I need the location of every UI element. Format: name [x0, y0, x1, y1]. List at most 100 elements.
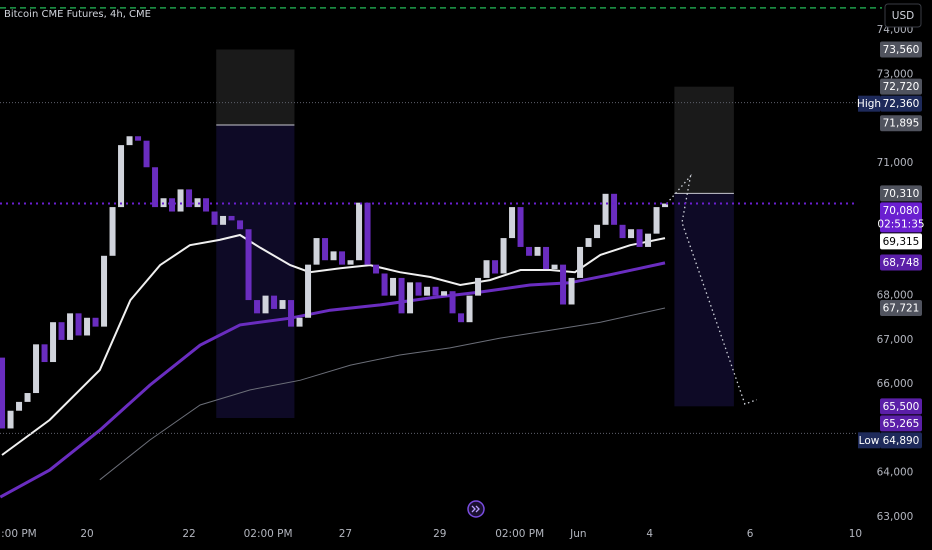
price-tag: 70,310	[880, 185, 922, 202]
candle-body	[203, 198, 210, 212]
candle-body	[220, 215, 227, 225]
candle-body	[169, 198, 176, 212]
plot-area	[0, 49, 758, 499]
candle-body	[526, 246, 533, 256]
candle-body	[364, 202, 371, 265]
candle-body	[475, 277, 482, 296]
candle-body	[101, 255, 108, 327]
price-tag-label: 73,560	[883, 44, 920, 56]
x-tick-label: 6	[747, 528, 754, 540]
price-tag-label: 64,890	[883, 435, 920, 447]
price-tag-box	[880, 299, 922, 316]
candle-body	[645, 233, 652, 247]
candle-body	[662, 203, 669, 208]
price-tag: 68,748	[880, 254, 922, 271]
price-tag-label: 67,721	[883, 302, 920, 314]
candle-body	[109, 207, 116, 256]
candle-body	[543, 246, 550, 270]
countdown-label: 02:51:35	[877, 218, 924, 230]
target-zone	[216, 49, 295, 125]
projection-path	[666, 173, 758, 405]
candle-body	[262, 295, 269, 314]
x-tick-label: 02:00 PM	[495, 528, 544, 540]
price-tag: 72,720	[880, 78, 922, 95]
candle-body	[339, 251, 346, 265]
chart-title: Bitcoin CME Futures, 4h, CME	[4, 9, 151, 20]
price-tag-label: 72,360	[883, 98, 920, 110]
candle-body	[41, 344, 48, 363]
price-tag-box	[880, 254, 922, 271]
price-tag-label: 68,748	[883, 257, 920, 269]
candle-body	[228, 215, 235, 221]
price-tag-box	[880, 432, 922, 449]
candle-body	[194, 198, 201, 208]
currency-label[interactable]: USD	[892, 10, 914, 22]
price-tag-name: High	[857, 98, 881, 110]
stop-zone	[216, 124, 295, 419]
candle-body	[177, 189, 184, 212]
y-tick-label: 73,000	[877, 68, 914, 80]
candle-body	[322, 238, 329, 261]
price-tag-name: Low	[859, 435, 880, 447]
candle-body	[407, 282, 414, 314]
candle-body	[24, 393, 31, 402]
moving-average	[99, 307, 666, 481]
candle-body	[611, 193, 618, 225]
price-tag-box	[880, 41, 922, 58]
candle-body	[551, 264, 558, 270]
candle-body	[415, 282, 422, 296]
price-tag: 65,265	[880, 415, 922, 432]
price-tag: 71,895	[880, 115, 922, 132]
candle-body	[33, 344, 40, 394]
price-tag-box	[880, 95, 922, 112]
price-tag-box	[880, 415, 922, 432]
candle-body	[271, 295, 278, 309]
candle-body	[347, 260, 354, 265]
y-tick-label: 71,000	[877, 157, 914, 169]
candle-body	[381, 273, 388, 296]
candle-body	[7, 410, 14, 429]
x-tick-label: 29	[433, 528, 446, 540]
x-tick-label: 4	[646, 528, 653, 540]
x-tick-label: 27	[339, 528, 352, 540]
price-tag: 65,500	[880, 398, 922, 415]
candle-body	[313, 238, 320, 265]
moving-average	[0, 261, 666, 499]
price-tag-box	[880, 185, 922, 202]
price-tag-label: 71,895	[883, 118, 920, 130]
x-tick-label: 10	[849, 528, 862, 540]
price-tag-name-box	[858, 432, 880, 449]
candle-body	[288, 300, 295, 327]
candle-body	[92, 317, 99, 327]
candle-body	[517, 207, 524, 247]
candle-body	[390, 277, 397, 296]
go-to-realtime[interactable]	[467, 500, 485, 518]
currency-button[interactable]: USD	[884, 3, 922, 28]
candle-body	[143, 140, 150, 168]
candle-body	[279, 300, 286, 309]
price-tag-label: 70,080	[883, 205, 920, 217]
candle-body	[509, 207, 516, 239]
candle-body	[58, 322, 65, 340]
y-tick-label: 67,000	[877, 334, 914, 346]
candle-body	[577, 246, 584, 278]
price-tag: 69,315	[880, 233, 922, 250]
price-tag-box	[880, 115, 922, 132]
candle-body	[16, 401, 23, 411]
currency-button-frame[interactable]	[884, 3, 922, 28]
price-tag: 67,721	[880, 299, 922, 316]
candle-body	[0, 357, 6, 429]
candle-body	[398, 277, 405, 314]
candle-body	[126, 136, 133, 146]
candle-body	[245, 229, 252, 301]
candle-body	[628, 229, 635, 239]
candle-body	[237, 220, 244, 230]
candle-body	[653, 207, 660, 234]
go-to-realtime-icon[interactable]	[467, 500, 485, 518]
price-tag-label: 69,315	[883, 236, 920, 248]
candle-body	[458, 313, 465, 323]
candle-body	[135, 136, 142, 141]
candle-body	[84, 317, 91, 336]
